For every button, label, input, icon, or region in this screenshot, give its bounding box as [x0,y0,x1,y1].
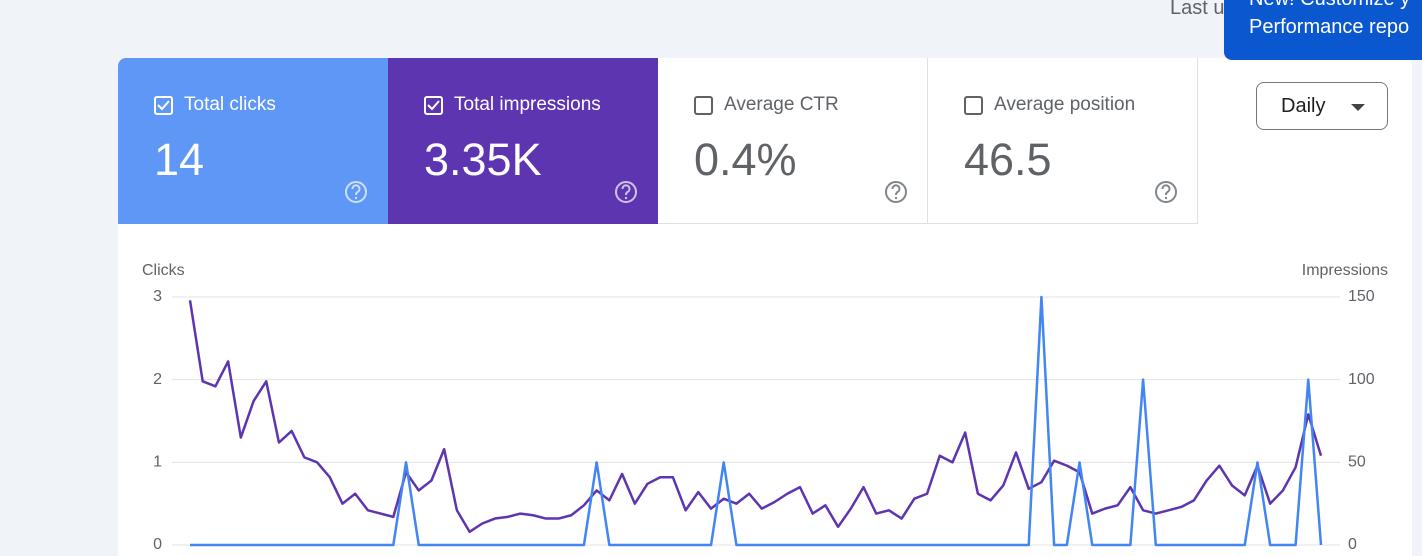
metric-label: Total clicks [184,94,276,115]
metric-value: 0.4% [694,134,797,185]
metric-label: Average CTR [724,94,839,115]
tile-icons [154,96,367,203]
metric-value: 46.5 [964,134,1052,185]
checkmark [157,100,170,111]
help-icon [885,181,907,203]
metric-label: Average position [994,94,1136,115]
checkmark [427,100,440,111]
help-icon-glyph [891,184,901,196]
performance-card: Total clicks 14 Total impressions 3.35K Aver… [118,58,1412,556]
last-updated: Last u [1170,0,1225,19]
y-tick-label: 2 [153,371,162,388]
y-axis-title: Clicks [142,262,185,279]
dropdown-label: Daily [1281,95,1326,117]
y2-tick-label: 50 [1348,454,1366,471]
help-icon [615,181,637,203]
metric-tile[interactable]: Total impressions 3.35K [388,58,658,224]
checkbox [154,96,173,115]
y-tick-label: 3 [153,288,162,305]
help-icon-glyph [1161,184,1171,196]
series-line [190,295,1323,547]
help-icon-glyph [351,184,361,196]
y-tick-label: 1 [153,454,162,471]
help-icon-dot [624,196,628,200]
help-icon-dot [1164,196,1168,200]
metric-value: 3.35K [424,134,542,185]
y2-axis-title: Impressions [1302,262,1388,279]
y2-tick-label: 0 [1348,536,1357,553]
help-icon-dot [354,196,358,200]
checkbox [694,96,713,115]
y2-tick-label: 150 [1348,288,1375,305]
help-icon [1155,181,1177,203]
metric-tile[interactable]: Average CTR 0.4% [658,58,928,224]
metric-value: 14 [154,134,205,185]
tile-icons [964,96,1177,203]
tile-icons [694,96,907,203]
y2-tick-label: 100 [1348,371,1375,388]
y-tick-label: 0 [153,536,162,553]
help-icon-glyph [621,184,631,196]
dropdown-caret [1351,104,1365,111]
tooltip-line: New! Customize y [1249,0,1410,11]
help-icon-dot [894,196,898,200]
tooltip-line: Performance repo [1249,16,1410,38]
metric-tile[interactable]: Total clicks 14 [118,58,388,224]
checkbox [424,96,443,115]
metric-tile[interactable]: Average position 46.5 [928,58,1198,224]
tile-icons [424,96,637,203]
tooltip[interactable]: New! Customize y Performance repo [1224,0,1422,60]
granularity-dropdown[interactable]: Daily [1256,82,1388,130]
checkbox [964,96,983,115]
help-icon [345,181,367,203]
metric-label: Total impressions [454,94,601,115]
series-line [188,300,1323,534]
